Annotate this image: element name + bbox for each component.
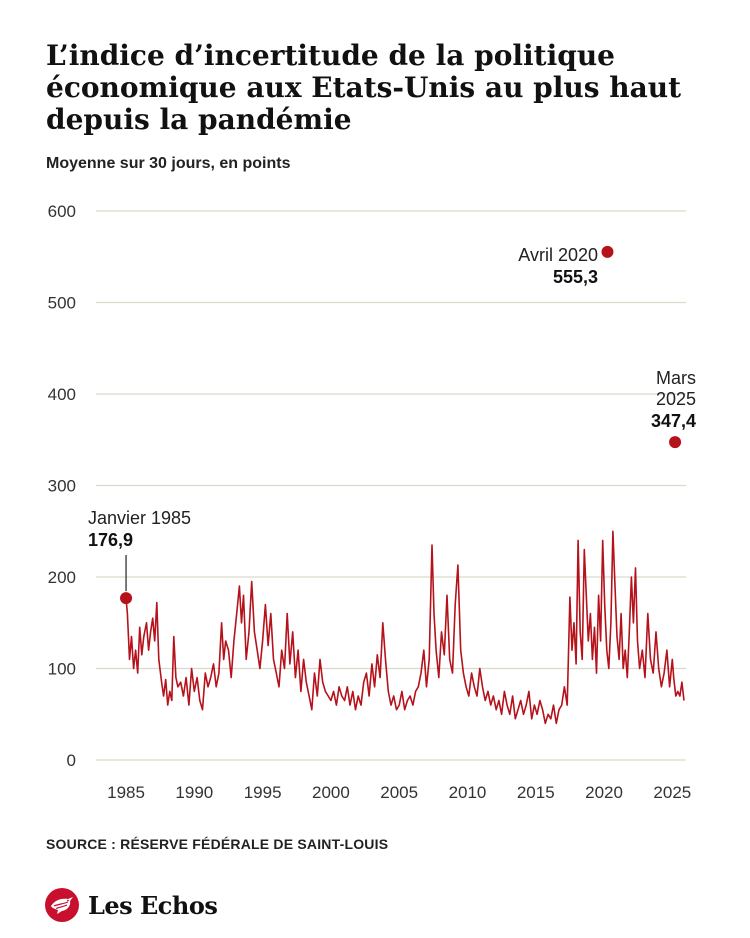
x-tick-label: 2000 (312, 783, 350, 802)
annotation-label: Mars (656, 368, 696, 388)
y-tick-label: 100 (48, 660, 76, 679)
les-echos-bird-icon (45, 888, 79, 922)
x-axis-labels: 1985 1990 1995 2000 2005 2010 2015 2020 2025 (107, 783, 691, 802)
grid-layer (96, 210, 686, 761)
annotation-value: 347,4 (651, 411, 696, 431)
y-axis-labels: 0 100 200 300 400 500 600 (48, 202, 76, 770)
series-layer (125, 530, 685, 725)
y-tick-label: 500 (48, 294, 76, 313)
source-note: SOURCE : RÉSERVE FÉDÉRALE DE SAINT-LOUIS (46, 836, 389, 852)
x-tick-label: 1990 (175, 783, 213, 802)
annotation-label: Janvier 1985 (88, 508, 191, 528)
x-tick-label: 2025 (653, 783, 691, 802)
annotation-point (601, 245, 614, 258)
annotation-point (120, 592, 133, 605)
x-tick-label: 2015 (517, 783, 555, 802)
annotation-label: Avril 2020 (518, 245, 598, 265)
y-tick-label: 600 (48, 202, 76, 221)
annotation-value: 555,3 (553, 267, 598, 287)
x-tick-label: 1985 (107, 783, 145, 802)
line-chart: 0 100 200 300 400 500 600 1985 1990 1995 2000 2005… (48, 202, 696, 802)
y-tick-label: 0 (67, 751, 76, 770)
y-tick-label: 400 (48, 385, 76, 404)
brand-name: Les Echos (88, 890, 218, 920)
annotation-label-line2: 2025 (656, 389, 696, 409)
chart-subtitle: Moyenne sur 30 jours, en points (46, 155, 291, 172)
chart-title: L’indice d’incertitude de la politique é… (46, 39, 682, 136)
x-tick-label: 2020 (585, 783, 623, 802)
y-tick-label: 300 (48, 477, 76, 496)
series-line (125, 530, 685, 725)
annotation-point (669, 436, 682, 449)
y-tick-label: 200 (48, 568, 76, 587)
x-tick-label: 2005 (380, 783, 418, 802)
brand-logo: Les Echos (44, 885, 218, 925)
x-tick-label: 2010 (449, 783, 487, 802)
x-tick-label: 1995 (244, 783, 282, 802)
annotation-value: 176,9 (88, 530, 133, 550)
